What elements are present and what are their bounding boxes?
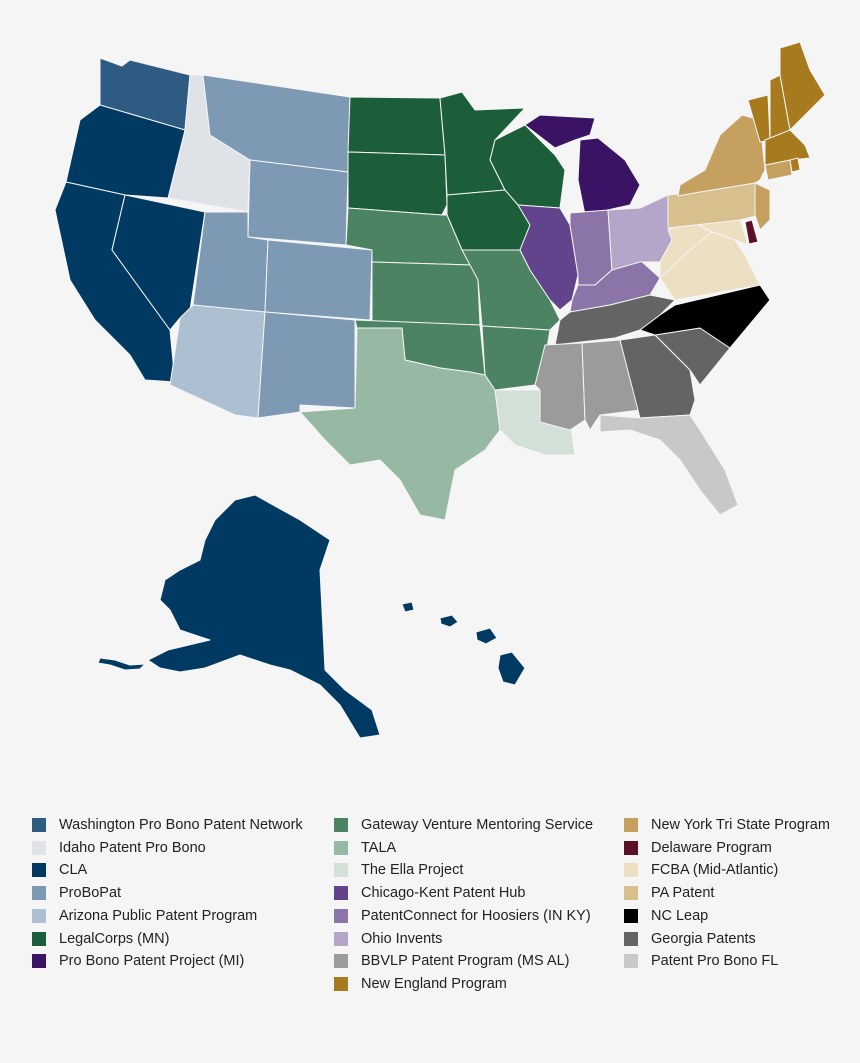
state-new-york [677,114,766,197]
state-florida [599,414,739,516]
legend-item: TALA [334,838,396,858]
legend-label: Washington Pro Bono Patent Network [59,817,303,833]
state-illinois [517,204,579,311]
legend-swatch [32,863,46,878]
legend-label: Pro Bono Patent Project (MI) [59,953,245,970]
legend-item: NC Leap [624,906,708,926]
legend-label: Gateway Venture Mentoring Service [361,817,594,833]
legend-label: Delaware Program [651,839,772,856]
legend-swatch [624,954,638,969]
state-hawaii-kauai [401,601,415,613]
state-tennessee [554,294,676,346]
legend-swatch [334,954,348,969]
legend-swatch [334,976,348,991]
state-kentucky [569,259,661,313]
legend-label: Georgia Patents [651,930,756,947]
legend-swatch [624,886,638,901]
state-alaska-chain [97,657,146,671]
legend-swatch [32,886,46,901]
legend-item: PatentConnect for Hoosiers (IN KY) [334,906,591,926]
state-hawaii-oahu [439,614,459,628]
legend-label: The Ella Project [361,862,464,879]
state-south-dakota [347,151,448,216]
legend-item: Idaho Patent Pro Bono [32,838,206,858]
legend-label: FCBA (Mid-Atlantic) [651,862,779,879]
state-colorado [264,239,373,321]
legend-swatch [334,931,348,946]
state-kansas [371,261,481,326]
legend-item: Delaware Program [624,838,772,858]
legend-item: Arizona Public Patent Program [32,906,257,926]
legend-swatch [334,886,348,901]
state-maine [779,41,826,131]
legend-item: Chicago-Kent Patent Hub [334,883,525,903]
legend-label: TALA [361,839,397,856]
state-michigan-lower [577,137,641,216]
legend-item: Gateway Venture Mentoring Service [334,815,593,835]
legend-swatch [334,908,348,923]
state-massachusetts [764,129,811,166]
state-new-mexico [257,311,356,419]
legend-item: Patent Pro Bono FL [624,951,778,971]
state-hawaii-maui [475,627,498,645]
legend-label: NC Leap [651,907,709,924]
legend-item: New England Program [334,974,507,994]
legend-label: Arizona Public Patent Program [59,907,258,924]
legend-item: New York Tri State Program [624,815,830,835]
state-arizona [169,304,266,419]
legend-label: PatentConnect for Hoosiers (IN KY) [361,907,591,924]
legend-swatch [334,818,348,832]
legend-label: Chicago-Kent Patent Hub [361,885,526,902]
legend-item: Pro Bono Patent Project (MI) [32,951,244,971]
state-michigan-upper [524,114,596,149]
legend-swatch [32,840,46,855]
legend-label: LegalCorps (MN) [59,930,170,947]
legend-item: CLA [32,860,87,880]
legend-swatch [32,818,46,832]
legend-label: Patent Pro Bono FL [651,953,779,970]
legend-swatch [334,840,348,855]
state-north-dakota [347,96,446,156]
legend-label: Ohio Invents [361,930,443,947]
state-wyoming [247,159,349,246]
legend-swatch [32,954,46,969]
legend-item: LegalCorps (MN) [32,929,169,949]
legend-item: Washington Pro Bono Patent Network [32,815,303,835]
legend-swatch [624,908,638,923]
state-delaware [744,219,759,245]
state-hawaii-big [497,651,526,686]
legend-label: New York Tri State Program [651,817,830,833]
state-texas [299,327,501,521]
legend-swatch [32,931,46,946]
legend-item: FCBA (Mid-Atlantic) [624,860,778,880]
legend-swatch [624,931,638,946]
legend-swatch [624,863,638,878]
legend-label: ProBoPat [59,885,122,902]
state-new-jersey [754,182,771,231]
legend-item: PA Patent [624,883,714,903]
legend-label: New England Program [361,975,507,992]
legend-item: Georgia Patents [624,929,756,949]
legend-label: CLA [59,862,88,879]
us-map [54,41,826,739]
legend-swatch [624,818,638,832]
legend-label: Idaho Patent Pro Bono [59,839,206,856]
legend-label: PA Patent [651,885,715,902]
state-north-carolina [639,284,771,349]
legend-swatch [32,908,46,923]
legend-item: BBVLP Patent Program (MS AL) [334,951,569,971]
state-alaska [147,494,381,739]
legend-label: BBVLP Patent Program (MS AL) [361,953,570,970]
legend-swatch [624,840,638,855]
legend-swatch [334,863,348,878]
legend-item: Ohio Invents [334,929,442,949]
state-mississippi [534,342,586,431]
legend-item: The Ella Project [334,860,463,880]
legend-item: ProBoPat [32,883,121,903]
state-rhode-island [789,157,801,173]
